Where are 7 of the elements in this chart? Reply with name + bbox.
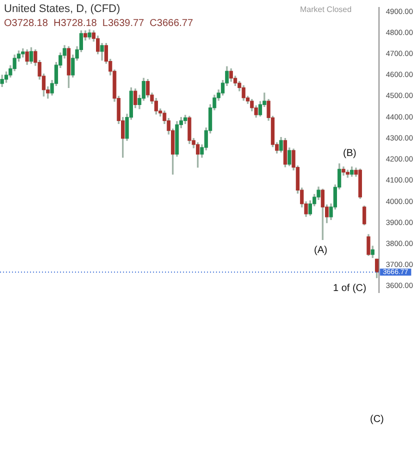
annotation: (A) bbox=[314, 245, 328, 256]
text: O3728.18 H3728.18 L3639.77 C3666.77 bbox=[4, 18, 194, 29]
annotation: (B) bbox=[343, 148, 356, 159]
annotation: Market Closed bbox=[300, 5, 352, 14]
annotation: 1 of (C) bbox=[333, 283, 366, 294]
text: (C) bbox=[370, 414, 384, 425]
chart-title: United States, D, (CFD) bbox=[4, 3, 120, 15]
